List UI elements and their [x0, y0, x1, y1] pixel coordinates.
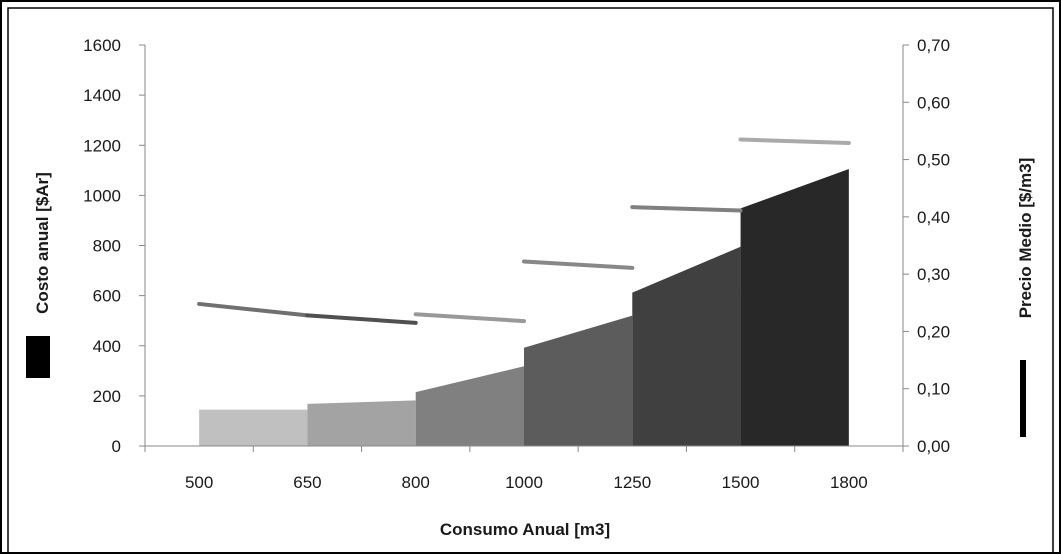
price-line-800-1000 — [413, 312, 526, 324]
y-left-tick-label: 1200 — [83, 136, 121, 155]
y-right-tick-label: 0,70 — [917, 36, 950, 55]
x-tick-label: 500 — [185, 473, 213, 492]
x-axis-title: Consumo Anual [m3] — [440, 520, 610, 539]
y-right-tick-label: 0,00 — [917, 437, 950, 456]
y-left-tick-label: 600 — [93, 287, 121, 306]
legend-marker-price — [1020, 360, 1026, 437]
price-line-1250-1500 — [630, 205, 743, 213]
price-line-1500-1800 — [738, 137, 851, 145]
price-line-500-650 — [197, 301, 310, 318]
plot-area — [197, 137, 851, 446]
cost-area-1000-1250 — [524, 315, 633, 446]
y-right-tick-label: 0,40 — [917, 208, 950, 227]
x-tick-label: 1000 — [505, 473, 543, 492]
x-tick-label: 800 — [402, 473, 430, 492]
inner-border — [7, 7, 1054, 554]
y-left-tick-label: 1600 — [83, 36, 121, 55]
x-tick-label: 650 — [293, 473, 321, 492]
x-tick-label: 1250 — [613, 473, 651, 492]
y-left-tick-label: 200 — [93, 387, 121, 406]
axes: 500 650 800 1000 1250 1500 1800 0 200 400 600 800 10… — [83, 36, 950, 492]
price-line-650-800 — [305, 313, 418, 325]
cost-area-800-1000 — [415, 366, 524, 446]
y-right-tick-label: 0,30 — [917, 265, 950, 284]
y-right-tick-label: 0,60 — [917, 93, 950, 112]
x-tick-label: 1800 — [830, 473, 868, 492]
x-tick-label: 1500 — [722, 473, 760, 492]
y-left-tick-label: 400 — [93, 337, 121, 356]
y-left-tick-label: 800 — [93, 237, 121, 256]
y-axis-left-title: Costo anual [$Ar] — [33, 172, 52, 314]
y-right-tick-label: 0,50 — [917, 151, 950, 170]
legend-marker-cost — [26, 336, 50, 378]
price-line-1000-1250 — [522, 259, 635, 270]
cost-area-650-800 — [307, 400, 416, 446]
y-left-tick-label: 1400 — [83, 86, 121, 105]
y-left-tick-label: 0 — [112, 437, 121, 456]
y-right-tick-label: 0,20 — [917, 322, 950, 341]
y-axis-right-title: Precio Medio [$/m3] — [1016, 158, 1035, 319]
y-left-tick-label: 1000 — [83, 186, 121, 205]
cost-area-1500-1800 — [740, 169, 849, 446]
cost-area-500-650 — [199, 409, 308, 446]
y-right-tick-label: 0,10 — [917, 380, 950, 399]
cost-area-1250-1500 — [632, 246, 741, 446]
